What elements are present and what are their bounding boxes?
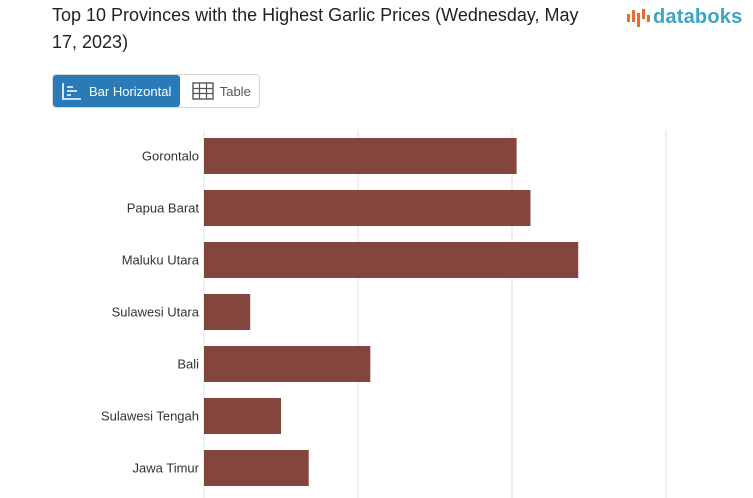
category-label: Papua Barat	[127, 201, 200, 216]
table-label: Table	[219, 83, 251, 99]
table-button[interactable]: Table	[180, 75, 259, 107]
databoks-logo: databoks	[626, 4, 742, 30]
bar-chart-icon	[62, 83, 81, 100]
category-label: Sulawesi Utara	[112, 305, 200, 320]
category-label: Jawa Timur	[133, 461, 200, 476]
category-label: Bali	[177, 357, 199, 372]
bar-horizontal-label: Bar Horizontal	[89, 83, 172, 99]
logo-text: databoks	[653, 5, 743, 28]
bar	[204, 138, 517, 174]
bar	[204, 242, 579, 278]
bar	[204, 450, 309, 486]
bar	[204, 294, 251, 330]
category-label: Sulawesi Tengah	[101, 409, 199, 424]
category-label: Gorontalo	[142, 149, 199, 164]
logo-mark-icon	[627, 9, 650, 27]
bar-horizontal-button[interactable]: Bar Horizontal	[53, 75, 180, 107]
view-toggle: Bar Horizontal Table	[52, 74, 260, 108]
table-icon	[192, 82, 214, 100]
category-label: Maluku Utara	[122, 253, 200, 268]
chart-title: Top 10 Provinces with the Highest Garlic…	[52, 5, 579, 52]
bar	[204, 190, 531, 226]
bar	[204, 346, 371, 382]
bar	[204, 398, 281, 434]
